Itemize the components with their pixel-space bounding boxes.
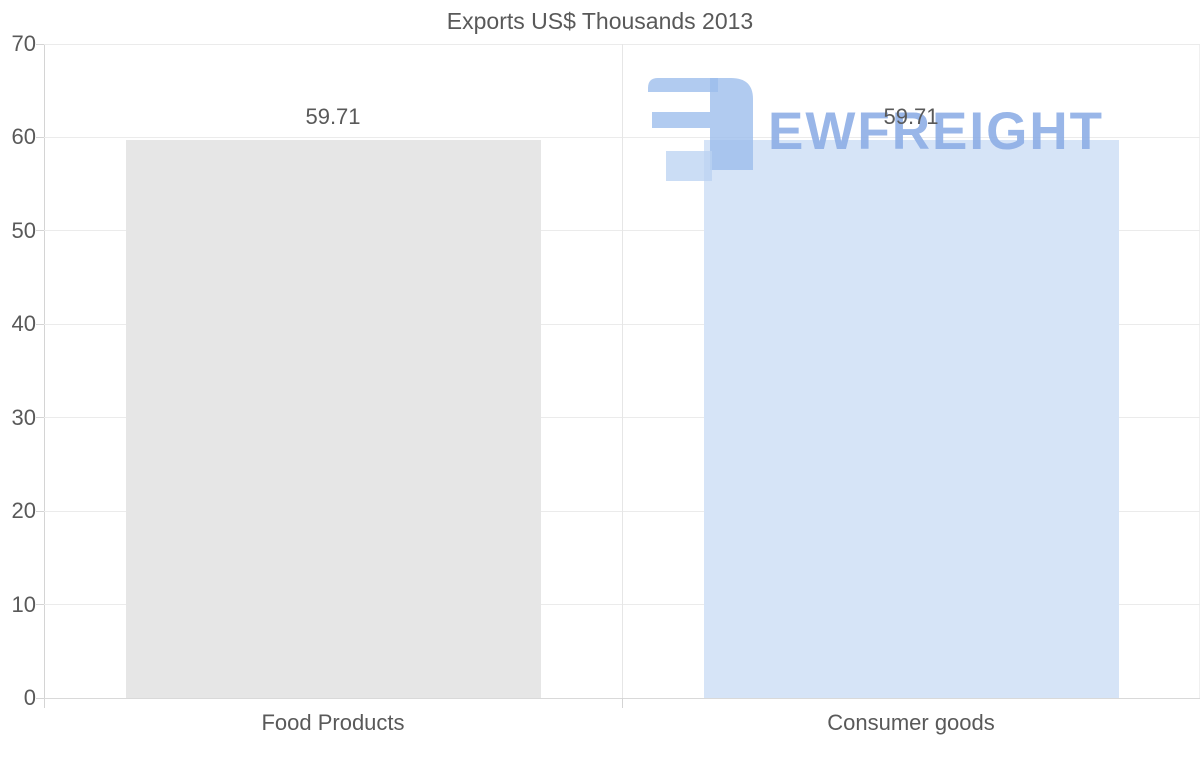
- y-tick-label-20: 20: [11, 498, 36, 524]
- y-tick-mark-10: [36, 604, 44, 606]
- bar-consumer-goods: [703, 140, 1119, 698]
- y-tick-label-10: 10: [11, 591, 36, 617]
- y-tick-mark-30: [36, 417, 44, 419]
- y-tick-label-50: 50: [11, 217, 36, 243]
- category-label-food-products: Food Products: [261, 710, 405, 735]
- y-tick-label-70: 70: [11, 31, 36, 56]
- y-tick-label-40: 40: [11, 311, 36, 337]
- y-tick-label-0: 0: [23, 685, 36, 710]
- y-tick-mark-70: [36, 43, 44, 45]
- y-tick-label-60: 60: [11, 124, 36, 150]
- plot-area: EWFREIGHT 0 10 20 30 40 50 60 70 59.71 Food Produ…: [12, 31, 1200, 735]
- y-tick-mark-50: [36, 230, 44, 232]
- category-label-consumer-goods: Consumer goods: [827, 710, 995, 735]
- x-tick-mark: [621, 698, 623, 708]
- value-label-food-products: 59.71: [305, 104, 361, 129]
- y-axis-line: [44, 44, 45, 708]
- chart-title: Exports US$ Thousands 2013: [446, 8, 754, 34]
- y-tick-label-30: 30: [11, 404, 36, 430]
- value-label-consumer-goods: 59.71: [883, 104, 939, 129]
- bar-food-products: [125, 140, 541, 698]
- y-tick-mark-40: [36, 323, 44, 325]
- y-tick-mark-60: [36, 136, 44, 138]
- y-tick-mark-20: [36, 510, 44, 512]
- category-separator-gridline: [621, 44, 623, 698]
- y-tick-mark-0: [36, 697, 44, 699]
